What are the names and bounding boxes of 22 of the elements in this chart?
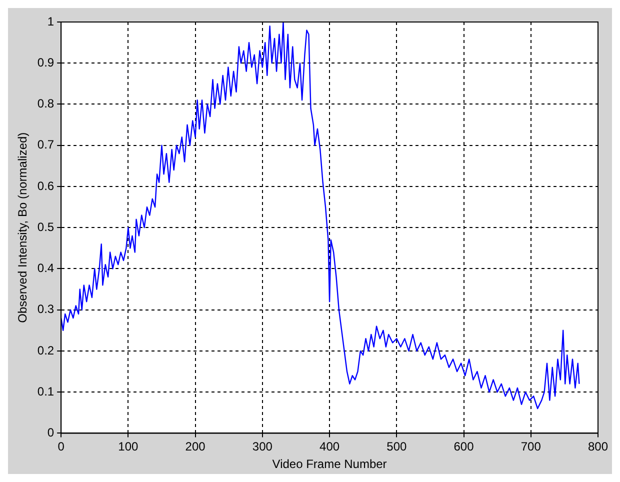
x-tick-label: 300 — [252, 440, 273, 454]
y-tick-label: 0 — [47, 426, 54, 440]
x-tick-label: 700 — [520, 440, 542, 454]
y-tick-label: 0.8 — [37, 96, 54, 111]
y-tick-label: 0.6 — [37, 178, 54, 193]
y-tick-label: 0.5 — [37, 220, 54, 234]
x-tick-label: 600 — [454, 440, 474, 454]
y-tick-label: 1 — [47, 14, 54, 28]
y-tick-label: 0.4 — [37, 261, 54, 276]
x-tick-label: 0 — [58, 440, 65, 454]
y-axis-title: Observed Intensity, Bo (normalized) — [16, 132, 30, 323]
x-axis-title: Video Frame Number — [272, 457, 387, 472]
x-tick-label: 100 — [118, 440, 139, 454]
x-tick-label: 800 — [588, 440, 608, 454]
y-tick-label: 0.2 — [37, 343, 54, 358]
y-tick-label: 0.3 — [37, 302, 54, 316]
y-tick-label: 0.9 — [37, 55, 54, 70]
y-tick-label: 0.7 — [37, 138, 54, 152]
y-tick-label: 0.1 — [37, 384, 54, 398]
x-tick-label: 200 — [185, 440, 206, 454]
x-tick-label: 500 — [386, 440, 407, 454]
x-tick-label: 400 — [320, 440, 340, 454]
